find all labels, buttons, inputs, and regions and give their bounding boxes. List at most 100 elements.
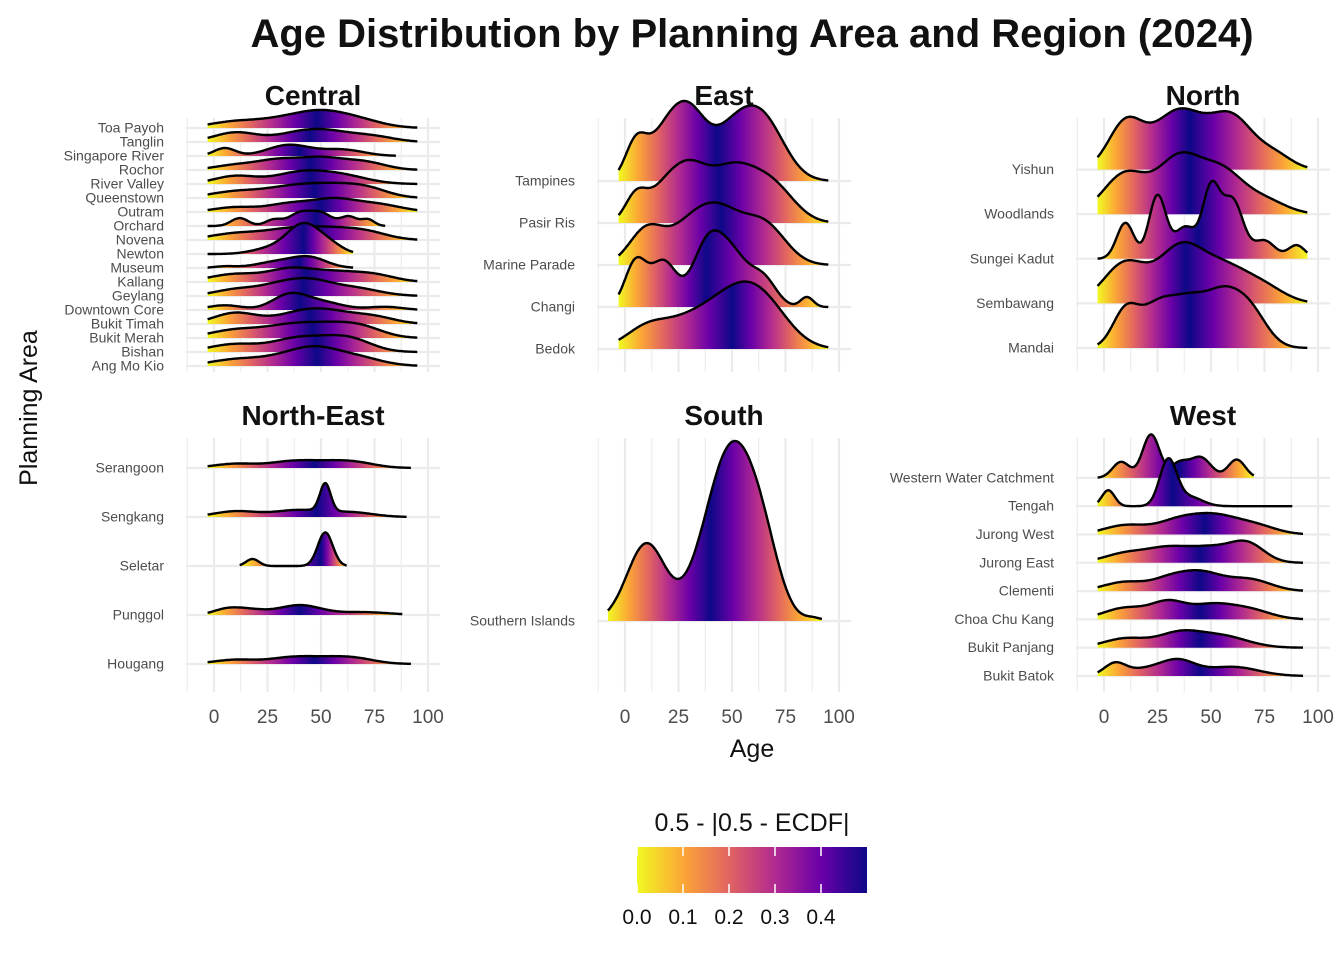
facet-title: Central <box>265 80 361 111</box>
ridge-tampines <box>617 99 829 182</box>
ridge-area <box>607 441 822 621</box>
x-tick-label: 0 <box>209 707 220 728</box>
colorbar-tick-label: 0.0 <box>622 906 651 929</box>
x-tick-label: 50 <box>310 707 331 728</box>
ridge-line <box>1096 457 1293 508</box>
ridge-line <box>617 280 829 349</box>
ridge-line <box>617 201 829 266</box>
area-label: Pasir Ris <box>519 215 575 231</box>
ridge-toa-payoh <box>207 108 418 129</box>
area-label: Jurong West <box>976 526 1054 542</box>
x-axis-ticks: 0 25 50 75 100 <box>209 707 444 728</box>
area-label: Tanglin <box>120 134 164 150</box>
y-axis-label: Planning Area <box>15 330 43 486</box>
ridge-area <box>618 159 829 223</box>
ridge-sengkang <box>207 481 407 518</box>
area-label: Newton <box>117 246 164 262</box>
x-tick-label: 50 <box>1200 707 1221 728</box>
area-label: Bukit Merah <box>89 330 164 346</box>
ridge-rochor <box>207 155 418 171</box>
ridge-tengah <box>1096 457 1293 508</box>
ridge-seletar <box>239 531 348 568</box>
ridge-line <box>207 481 407 518</box>
ridge-line <box>207 169 418 186</box>
ridge-line <box>1096 285 1308 350</box>
area-label: Ang Mo Kio <box>92 358 165 374</box>
ridge-line <box>207 155 418 171</box>
ridge-line <box>207 143 397 157</box>
area-label: Choa Chu Kang <box>954 611 1054 627</box>
x-tick-label: 25 <box>257 707 278 728</box>
area-label: Sungei Kadut <box>970 250 1054 266</box>
x-axis-ticks: 0 25 50 75 100 <box>1099 707 1334 728</box>
ridge-area <box>618 281 829 349</box>
ridge-area <box>1097 540 1303 563</box>
ridge-tanglin <box>207 127 418 143</box>
ridge-area <box>1097 513 1303 535</box>
area-label: Orchard <box>113 218 164 234</box>
ridge-serangoon <box>207 458 412 470</box>
ridge-area <box>207 292 418 310</box>
ridge-bukit-panjang <box>1097 629 1304 649</box>
area-label: Tengah <box>1008 498 1054 514</box>
ridge-bedok <box>617 280 829 349</box>
ridge-area <box>1097 659 1303 676</box>
area-label: Hougang <box>107 656 164 672</box>
area-label: Bishan <box>121 344 164 360</box>
ridge-area <box>207 267 418 282</box>
ridge-line <box>617 229 829 309</box>
ridge-line <box>207 291 418 311</box>
ridge-area <box>207 128 418 142</box>
area-label: Toa Payoh <box>98 120 164 136</box>
area-label: Bukit Panjang <box>968 639 1054 655</box>
facet-west: West Bukit Batok Bukit Panjang Choa Chu Kan… <box>890 400 1334 728</box>
ridge-geylang <box>207 276 418 297</box>
ridge-area <box>1097 630 1303 648</box>
ridge-museum <box>207 254 354 269</box>
area-label: Bukit Timah <box>91 316 164 332</box>
colorbar-title: 0.5 - |0.5 - ECDF| <box>655 809 850 837</box>
facet-south: South Southern Islands 0 25 50 75 100 <box>470 400 855 728</box>
ridge-bukit-batok <box>1097 657 1304 677</box>
ridge-area <box>207 109 418 128</box>
area-label: River Valley <box>90 176 164 192</box>
chart-title: Age Distribution by Planning Area and Re… <box>250 12 1253 56</box>
ridge-line <box>207 320 418 339</box>
ridge-area <box>207 156 418 170</box>
x-axis-ticks: 0 25 50 75 100 <box>620 707 855 728</box>
ridge-jurong-west <box>1097 511 1304 535</box>
ridge-area <box>207 170 418 184</box>
ridge-line <box>1097 657 1304 677</box>
area-label: Sengkang <box>101 509 164 525</box>
area-label: Sembawang <box>976 295 1054 311</box>
ridge-downtown-core <box>207 291 418 311</box>
ridge-area <box>207 346 418 366</box>
area-label: Bukit Batok <box>983 668 1055 684</box>
ridge-line <box>1097 598 1304 621</box>
facet-title: North <box>1166 80 1241 111</box>
ridge-punggol <box>207 603 403 616</box>
ridge-ang-mo-kio <box>207 345 418 367</box>
area-label: Outram <box>117 204 164 220</box>
ridge-line <box>207 266 418 283</box>
area-label: Mandai <box>1008 340 1054 356</box>
facet-east: East Bedok Changi Marine Parade Pasir Ris Tam… <box>483 80 851 372</box>
ridge-line <box>207 254 354 269</box>
colorbar-tick-label: 0.4 <box>806 906 836 929</box>
ridge-line <box>207 603 403 616</box>
ridge-line <box>207 196 418 212</box>
ridge-area <box>1097 434 1254 478</box>
ridge-line <box>207 307 418 325</box>
ridge-area <box>207 308 418 324</box>
ridge-singapore-river <box>207 143 397 157</box>
ridge-mandai <box>1096 285 1308 350</box>
facet-title: South <box>684 400 763 431</box>
ridge-area <box>1097 242 1308 304</box>
area-label: Western Water Catchment <box>890 469 1054 485</box>
x-tick-label: 75 <box>775 707 796 728</box>
ridge-kallang <box>207 266 418 283</box>
ridge-line <box>207 333 418 354</box>
colorbar-tick-label: 0.3 <box>760 906 789 929</box>
ridge-line <box>1096 240 1308 303</box>
